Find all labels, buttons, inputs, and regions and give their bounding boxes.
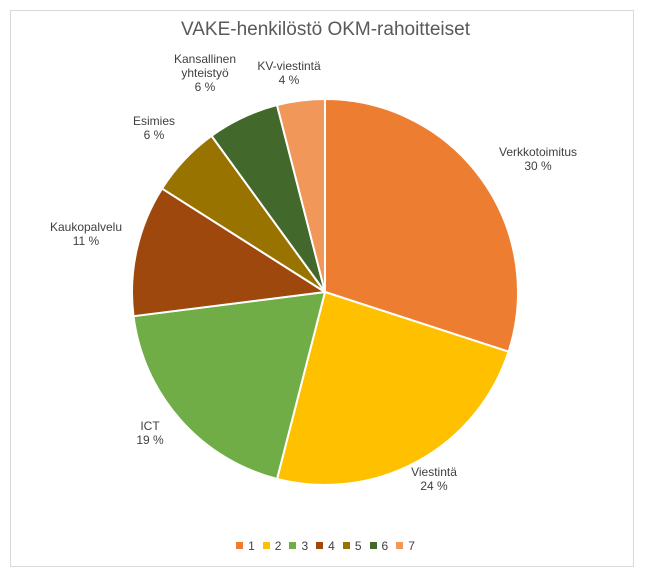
legend-swatch (396, 542, 404, 550)
chart-title: VAKE-henkilöstö OKM-rahoitteiset (181, 19, 470, 40)
legend-swatch (289, 542, 297, 550)
legend-item-5: 5 (342, 539, 362, 553)
legend-label: 5 (354, 539, 362, 553)
chart-legend: 1 2 3 4 5 6 7 (0, 539, 651, 553)
legend-label: 1 (248, 539, 255, 553)
legend-item-7: 7 (396, 539, 415, 553)
legend-item-4: 4 (316, 539, 335, 553)
slice-label-4: Kaukopalvelu 11 % (50, 220, 122, 248)
legend-item-1: 1 (236, 539, 255, 553)
legend-item-3: 3 (289, 539, 308, 553)
slice-label-5: Esimies 6 % (133, 114, 175, 142)
slice-label-6: Kansallinen yhteistyö 6 % (174, 52, 236, 94)
legend-label: 3 (301, 539, 309, 553)
pie-slice-1 (324, 97, 519, 353)
pie-slice-2 (275, 290, 510, 486)
legend-item-2: 2 (262, 539, 282, 553)
legend-swatch (342, 542, 350, 550)
pie-slice-4 (131, 187, 328, 318)
legend-swatch (316, 542, 324, 550)
legend-swatch (262, 542, 270, 550)
slice-label-2: Viestintä 24 % (411, 465, 457, 493)
slice-label-3: ICT 19 % (136, 419, 164, 447)
pie-slice-3 (132, 290, 327, 481)
legend-swatch (236, 542, 244, 550)
slice-label-1: Verkkotoimitus 30 % (499, 145, 577, 173)
slice-label-7: KV-viestintä 4 % (257, 59, 321, 87)
legend-label: 7 (408, 539, 415, 553)
legend-label: 2 (274, 539, 282, 553)
legend-swatch (369, 542, 377, 550)
legend-item-6: 6 (369, 539, 389, 553)
legend-label: 4 (328, 539, 335, 553)
pie-slice-7 (275, 97, 326, 293)
legend-label: 6 (381, 539, 389, 553)
